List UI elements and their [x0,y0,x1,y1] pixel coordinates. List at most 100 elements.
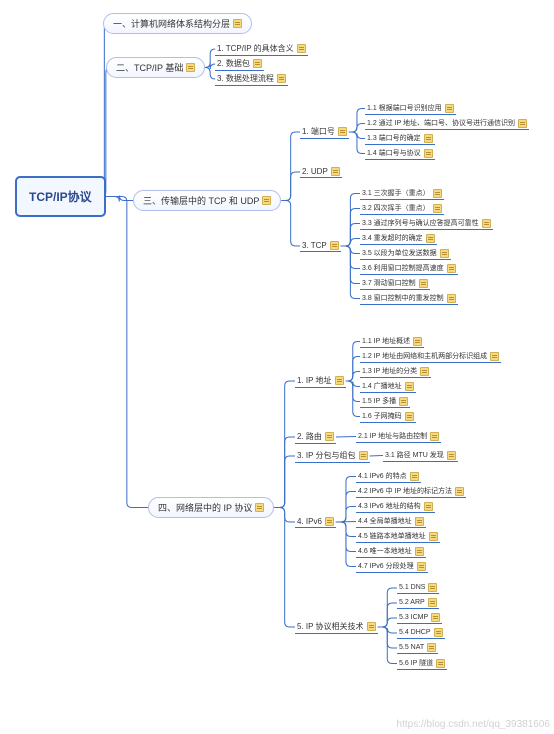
node-label: 1.6 子网掩码 [362,411,402,421]
note-icon[interactable] [330,241,339,250]
mindmap-node-b4c5d[interactable]: 5.4 DHCP [397,627,445,639]
mindmap-node-b2[interactable]: 二、TCP/IP 基础 [106,57,205,78]
note-icon[interactable] [419,279,428,288]
note-icon[interactable] [447,264,456,273]
note-icon[interactable] [490,352,499,361]
mindmap-node-b4c1e[interactable]: 1.5 IP 多播 [360,395,410,408]
note-icon[interactable] [434,628,443,637]
mindmap-node-b3[interactable]: 三、传输层中的 TCP 和 UDP [133,190,281,211]
note-icon[interactable] [277,74,286,83]
mindmap-node-b4c1a[interactable]: 1.1 IP 地址概述 [360,335,424,348]
note-icon[interactable] [331,167,340,176]
mindmap-node-b3c2[interactable]: 2. UDP [300,166,342,178]
mindmap-node-b3c3c[interactable]: 3.3 通过序列号与确认应答提高可靠性 [360,217,493,230]
note-icon[interactable] [262,196,271,205]
mindmap-node-b4c4e[interactable]: 4.5 链路本地单播地址 [356,530,440,543]
note-icon[interactable] [297,44,306,53]
note-icon[interactable] [325,432,334,441]
note-icon[interactable] [335,376,344,385]
note-icon[interactable] [338,127,347,136]
note-icon[interactable] [429,532,438,541]
note-icon[interactable] [447,294,456,303]
mindmap-node-b4[interactable]: 四、网络层中的 IP 协议 [148,497,274,518]
note-icon[interactable] [413,337,422,346]
mindmap-node-b4c2[interactable]: 2. 路由 [295,430,336,444]
mindmap-node-b3c3[interactable]: 3. TCP [300,240,341,252]
mindmap-node-b4c1c[interactable]: 1.3 IP 地址的分类 [360,365,431,378]
note-icon[interactable] [233,19,242,28]
note-icon[interactable] [253,59,262,68]
note-icon[interactable] [415,547,424,556]
mindmap-node-b4c5f[interactable]: 5.6 IP 隧道 [397,657,447,670]
mindmap-node-b3c3f[interactable]: 3.6 利用窗口控制提高速度 [360,262,458,275]
mindmap-node-b3c3e[interactable]: 3.5 以段为单位发送数据 [360,247,451,260]
mindmap-node-b4c4f[interactable]: 4.6 唯一本地地址 [356,545,426,558]
note-icon[interactable] [428,583,437,592]
mindmap-node-b4c4b[interactable]: 4.2 IPv6 中 IP 地址的标记方法 [356,485,466,498]
note-icon[interactable] [445,104,454,113]
note-icon[interactable] [430,432,439,441]
mindmap-node-b4c4c[interactable]: 4.3 IPv6 地址的结构 [356,500,435,513]
mindmap-node-b3c3b[interactable]: 3.2 四次挥手（重点） [360,202,444,215]
note-icon[interactable] [428,598,437,607]
note-icon[interactable] [255,503,264,512]
mindmap-node-b3c1b[interactable]: 1.2 通过 IP 地址、端口号、协议号进行通信识别 [365,117,529,130]
note-icon[interactable] [424,134,433,143]
mindmap-node-b3c3d[interactable]: 3.4 重发超时的确定 [360,232,437,245]
note-icon[interactable] [455,487,464,496]
mindmap-node-b3c3g[interactable]: 3.7 滑动窗口控制 [360,277,430,290]
note-icon[interactable] [424,502,433,511]
mindmap-node-b4c2a[interactable]: 2.1 IP 地址与路由控制 [356,430,441,443]
note-icon[interactable] [518,119,527,128]
mindmap-node-b4c1[interactable]: 1. IP 地址 [295,374,346,388]
mindmap-node-b4c1b[interactable]: 1.2 IP 地址由网络和主机两部分标识组成 [360,350,501,363]
note-icon[interactable] [325,517,334,526]
mindmap-node-b4c5[interactable]: 5. IP 协议相关技术 [295,620,378,634]
note-icon[interactable] [367,622,376,631]
note-icon[interactable] [186,63,195,72]
mindmap-node-b4c4[interactable]: 4. IPv6 [295,516,336,528]
mindmap-node-b4c4g[interactable]: 4.7 IPv6 分段处理 [356,560,428,573]
mindmap-node-b4c1d[interactable]: 1.4 广播地址 [360,380,416,393]
mindmap-node-b3c1c[interactable]: 1.3 端口号的确定 [365,132,435,145]
mindmap-node-b2c3[interactable]: 3. 数据处理流程 [215,72,288,86]
note-icon[interactable] [424,149,433,158]
node-label: 三、传输层中的 TCP 和 UDP [143,194,259,207]
mindmap-node-b4c4a[interactable]: 4.1 IPv6 的特点 [356,470,421,483]
mindmap-node-b3c3h[interactable]: 3.8 窗口控制中的重发控制 [360,292,458,305]
note-icon[interactable] [417,562,426,571]
note-icon[interactable] [433,204,442,213]
mindmap-node-b2c1[interactable]: 1. TCP/IP 的具体含义 [215,42,308,56]
note-icon[interactable] [427,643,436,652]
note-icon[interactable] [426,234,435,243]
mindmap-node-b2c2[interactable]: 2. 数据包 [215,57,264,71]
note-icon[interactable] [433,189,442,198]
mindmap-node-b3c3a[interactable]: 3.1 三次握手（重点） [360,187,444,200]
note-icon[interactable] [399,397,408,406]
note-icon[interactable] [359,451,368,460]
note-icon[interactable] [482,219,491,228]
mindmap-node-b4c5b[interactable]: 5.2 ARP [397,597,439,609]
note-icon[interactable] [415,517,424,526]
mindmap-node-b4c4d[interactable]: 4.4 全局单播地址 [356,515,426,528]
mindmap-node-b4c5e[interactable]: 5.5 NAT [397,642,438,654]
node-label: 4.2 IPv6 中 IP 地址的标记方法 [358,486,452,496]
note-icon[interactable] [405,382,414,391]
note-icon[interactable] [431,613,440,622]
mindmap-node-b3c1d[interactable]: 1.4 端口号与协议 [365,147,435,160]
mindmap-node-b4c3[interactable]: 3. IP 分包与组包 [295,449,370,463]
mindmap-node-b4c5a[interactable]: 5.1 DNS [397,582,439,594]
note-icon[interactable] [440,249,449,258]
mindmap-node-b3c1a[interactable]: 1.1 根据端口号识别应用 [365,102,456,115]
note-icon[interactable] [410,472,419,481]
mindmap-node-b1[interactable]: 一、计算机网络体系结构分层 [103,13,252,34]
mindmap-node-b3c1[interactable]: 1. 端口号 [300,125,349,139]
mindmap-node-b4c1f[interactable]: 1.6 子网掩码 [360,410,416,423]
mindmap-node-b4c5c[interactable]: 5.3 ICMP [397,612,442,624]
note-icon[interactable] [420,367,429,376]
mindmap-node-root[interactable]: TCP/IP协议 [15,176,106,217]
mindmap-node-b4c3a[interactable]: 3.1 路径 MTU 发现 [383,449,458,462]
note-icon[interactable] [436,659,445,668]
note-icon[interactable] [405,412,414,421]
note-icon[interactable] [447,451,456,460]
